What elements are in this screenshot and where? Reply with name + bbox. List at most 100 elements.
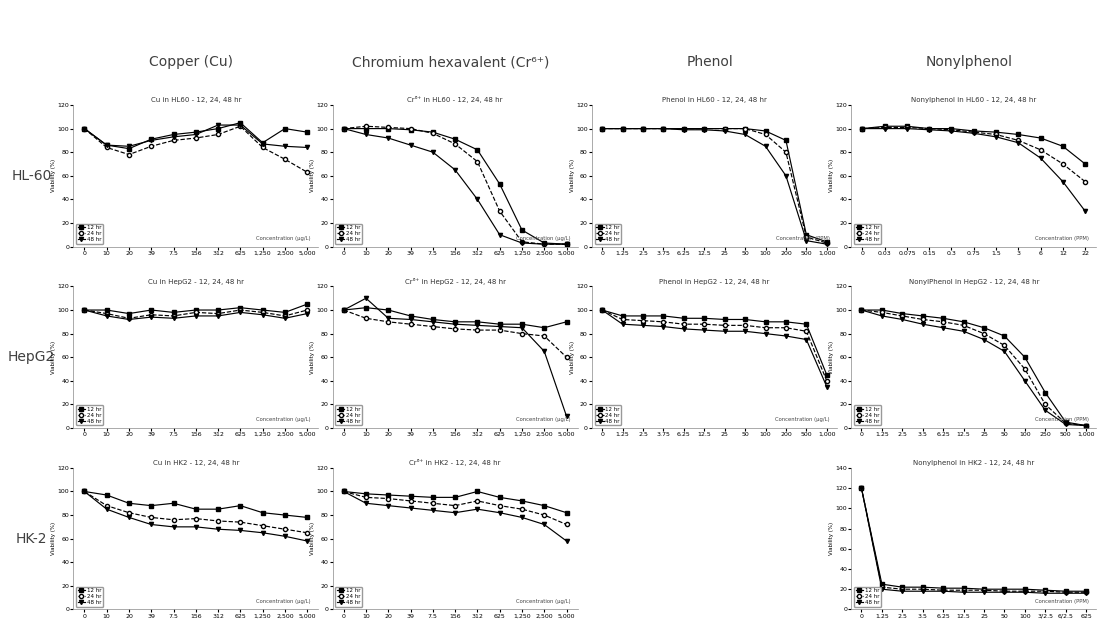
12 hr	[382, 125, 395, 132]
Line: 24 hr: 24 hr	[859, 308, 1088, 428]
Line: 24 hr: 24 hr	[600, 127, 829, 245]
48 hr	[821, 383, 834, 391]
12 hr	[471, 488, 484, 495]
Y-axis label: Viability (%): Viability (%)	[310, 341, 316, 374]
24 hr	[471, 326, 484, 334]
24 hr	[337, 306, 350, 314]
48 hr	[167, 314, 180, 322]
Text: Concentration (PPM): Concentration (PPM)	[1035, 236, 1089, 241]
12 hr	[382, 306, 395, 314]
24 hr	[516, 330, 529, 338]
24 hr	[300, 529, 313, 537]
24 hr	[144, 513, 157, 521]
24 hr	[189, 134, 202, 142]
Legend: 12 hr, 24 hr, 48 hr: 12 hr, 24 hr, 48 hr	[336, 224, 362, 244]
12 hr	[300, 129, 313, 136]
12 hr	[404, 493, 417, 500]
48 hr	[78, 488, 91, 495]
12 hr	[800, 321, 813, 328]
Legend: 12 hr, 24 hr, 48 hr: 12 hr, 24 hr, 48 hr	[595, 405, 621, 425]
24 hr	[967, 129, 980, 136]
Line: 48 hr: 48 hr	[600, 127, 829, 246]
24 hr	[1079, 588, 1092, 596]
48 hr	[1038, 406, 1052, 414]
24 hr	[657, 125, 670, 132]
12 hr	[855, 484, 868, 492]
48 hr	[800, 237, 813, 244]
24 hr	[1038, 401, 1052, 408]
48 hr	[300, 310, 313, 318]
12 hr	[978, 585, 991, 593]
48 hr	[426, 149, 439, 156]
24 hr	[122, 151, 135, 158]
Line: 12 hr: 12 hr	[342, 306, 569, 330]
Text: HK-2: HK-2	[15, 532, 47, 546]
48 hr	[516, 239, 529, 247]
48 hr	[538, 241, 551, 248]
24 hr	[1012, 137, 1025, 144]
24 hr	[957, 587, 970, 594]
24 hr	[978, 587, 991, 594]
12 hr	[738, 316, 751, 323]
48 hr	[855, 306, 868, 314]
Line: 48 hr: 48 hr	[82, 308, 309, 321]
Line: 24 hr: 24 hr	[342, 490, 569, 527]
24 hr	[234, 518, 248, 526]
12 hr	[100, 491, 113, 499]
12 hr	[978, 324, 991, 331]
48 hr	[718, 328, 732, 335]
48 hr	[78, 125, 91, 132]
24 hr	[449, 502, 462, 510]
48 hr	[718, 127, 732, 135]
48 hr	[1079, 422, 1092, 430]
48 hr	[1038, 590, 1052, 597]
12 hr	[100, 141, 113, 149]
12 hr	[759, 127, 772, 135]
Text: Concentration (µg/L): Concentration (µg/L)	[256, 598, 311, 604]
12 hr	[1079, 160, 1092, 168]
48 hr	[560, 413, 573, 420]
12 hr	[471, 146, 484, 154]
48 hr	[1019, 377, 1032, 384]
12 hr	[1034, 134, 1047, 142]
Title: Nonylphenol in HL60 - 12, 24, 48 hr: Nonylphenol in HL60 - 12, 24, 48 hr	[911, 97, 1036, 103]
48 hr	[234, 122, 248, 129]
24 hr	[895, 585, 909, 593]
24 hr	[189, 309, 202, 316]
48 hr	[426, 318, 439, 326]
48 hr	[538, 521, 551, 529]
48 hr	[779, 332, 792, 340]
24 hr	[759, 130, 772, 138]
48 hr	[697, 126, 711, 134]
12 hr	[678, 314, 691, 322]
12 hr	[895, 310, 909, 318]
12 hr	[998, 332, 1011, 340]
12 hr	[967, 127, 980, 135]
12 hr	[616, 125, 629, 132]
24 hr	[560, 241, 573, 248]
24 hr	[779, 324, 792, 331]
Line: 24 hr: 24 hr	[82, 490, 309, 535]
12 hr	[337, 306, 350, 314]
Text: Concentration (PPM): Concentration (PPM)	[1035, 598, 1089, 604]
12 hr	[821, 371, 834, 379]
12 hr	[78, 125, 91, 132]
Line: 12 hr: 12 hr	[860, 124, 1087, 166]
48 hr	[100, 505, 113, 513]
24 hr	[256, 309, 270, 316]
Line: 24 hr: 24 hr	[82, 308, 309, 321]
24 hr	[100, 310, 113, 318]
48 hr	[471, 321, 484, 329]
Text: HepG2: HepG2	[8, 350, 55, 364]
Title: Phenol in HepG2 - 12, 24, 48 hr: Phenol in HepG2 - 12, 24, 48 hr	[659, 278, 770, 285]
12 hr	[449, 318, 462, 326]
24 hr	[759, 324, 772, 331]
48 hr	[876, 585, 889, 593]
24 hr	[538, 332, 551, 340]
Title: Cu in HK2 - 12, 24, 48 hr: Cu in HK2 - 12, 24, 48 hr	[153, 460, 239, 466]
12 hr	[855, 306, 868, 314]
48 hr	[967, 130, 980, 137]
24 hr	[957, 321, 970, 329]
24 hr	[998, 341, 1011, 349]
48 hr	[404, 141, 417, 149]
